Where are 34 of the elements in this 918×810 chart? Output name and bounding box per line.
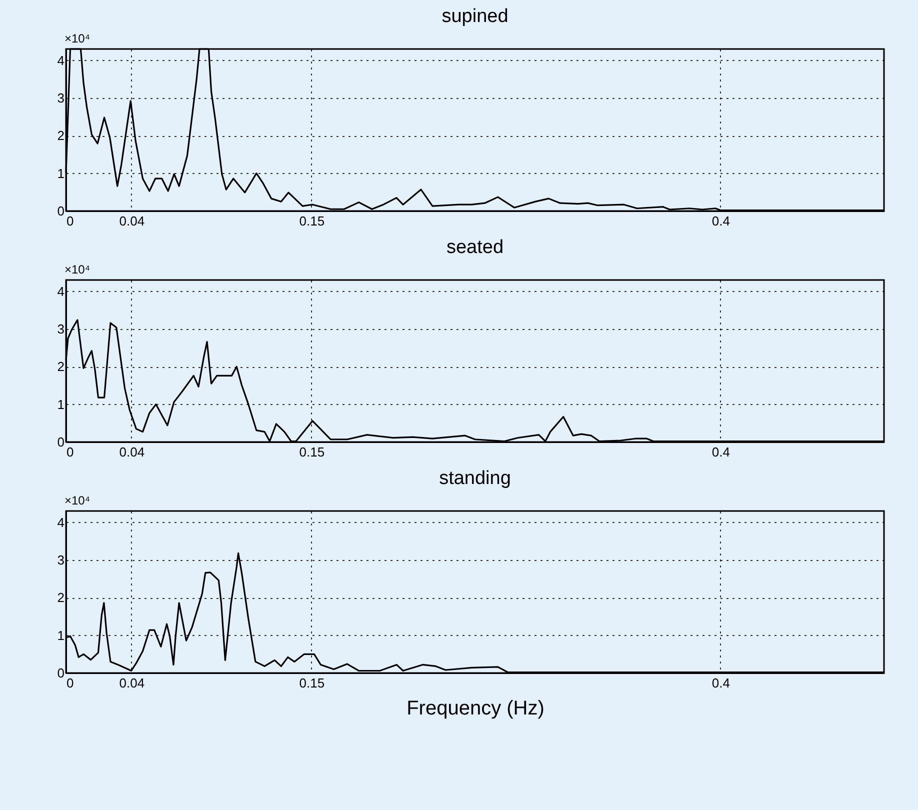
y-axis-title: ×10⁴ — [64, 262, 90, 276]
x-tick-label: 0.04 — [119, 444, 145, 460]
x-tick-label: 0.04 — [119, 676, 145, 690]
x-tick-label: 0 — [66, 444, 74, 460]
x-tick-label: 0.15 — [299, 444, 325, 460]
y-axis-title: ×10⁴ — [64, 32, 90, 46]
y-tick-label: 3 — [57, 321, 64, 336]
y-tick-label: 1 — [57, 166, 64, 181]
x-tick-label: 0.15 — [299, 214, 325, 228]
x-tick-label: 0.04 — [119, 214, 145, 228]
y-tick-label: 2 — [57, 359, 64, 374]
chart-title: supined — [442, 6, 508, 27]
x-tick-label: 0 — [66, 214, 74, 228]
y-tick-label: 2 — [57, 590, 64, 606]
chart-title: seated — [446, 237, 504, 258]
y-tick-label: 2 — [57, 128, 64, 144]
y-tick-label: 3 — [57, 90, 64, 106]
x-tick-label: 0.4 — [712, 214, 730, 228]
y-tick-label: 0 — [57, 434, 64, 450]
y-tick-label: 1 — [57, 396, 64, 412]
y-tick-label: 0 — [57, 204, 64, 218]
y-tick-label: 3 — [57, 552, 64, 568]
y-tick-label: 4 — [57, 52, 64, 68]
y-axis-title: ×10⁴ — [64, 494, 90, 508]
x-axis-title: Frequency (Hz) — [406, 698, 544, 720]
chart-title: standing — [439, 468, 511, 489]
y-tick-label: 0 — [57, 666, 64, 680]
y-tick-label: 4 — [57, 284, 64, 299]
y-tick-label: 1 — [57, 628, 64, 643]
x-tick-label: 0.4 — [712, 676, 730, 690]
x-tick-label: 0.4 — [712, 444, 730, 460]
x-tick-label: 0 — [66, 676, 74, 690]
y-tick-label: 4 — [57, 514, 64, 530]
x-tick-label: 0.15 — [299, 676, 325, 690]
